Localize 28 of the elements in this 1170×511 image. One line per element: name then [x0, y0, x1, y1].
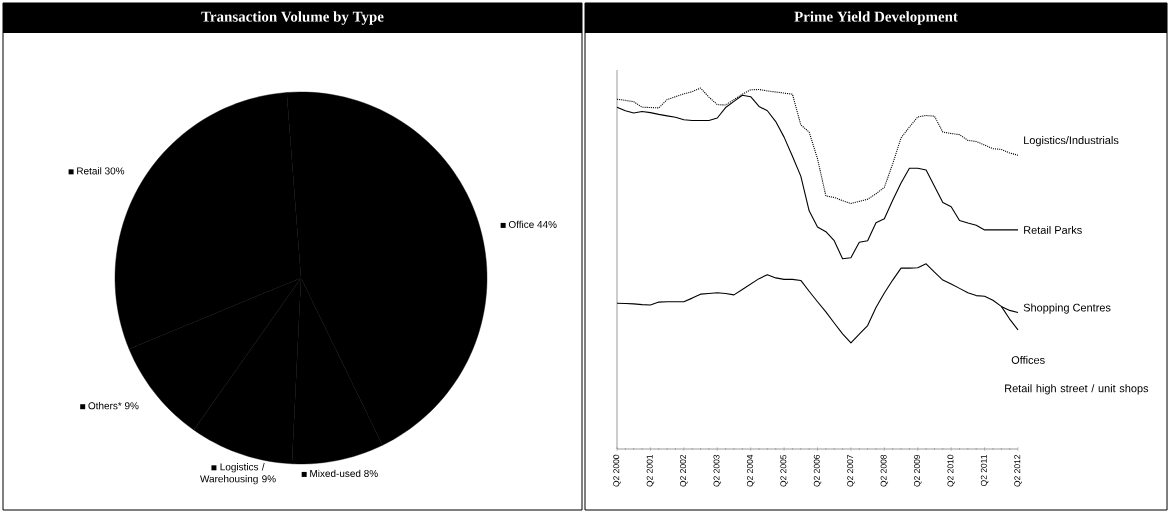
data-label: 44%	[537, 220, 557, 228]
x-tick-label: Q2 2002	[680, 454, 688, 487]
slice-label: Mixed-used	[310, 469, 361, 478]
x-tick-label: Q2 2007	[847, 454, 855, 487]
data-label: 30%	[104, 167, 125, 175]
x-tick-label: Q2 2008	[880, 454, 889, 487]
x-tick-label: Q2 2003	[713, 454, 722, 487]
annotation: Retail high street / unit shops	[1005, 384, 1149, 395]
series-label: Shopping Centres	[1023, 303, 1111, 314]
x-tick-label: Q2 2011	[980, 454, 989, 486]
x-tick-label: Q2 2004	[746, 454, 755, 487]
data-label: 9%	[124, 402, 139, 410]
x-tick-label: Q2 2001	[646, 454, 655, 487]
x-tick-label: Q2 2012	[1014, 454, 1022, 487]
slice-label: Office	[508, 220, 534, 229]
legend-label: Others*	[88, 401, 122, 410]
x-tick-label: Q2 2005	[780, 454, 788, 487]
series-label: Logistics/Industrials	[1024, 136, 1119, 147]
x-tick-label: Q2 2009	[914, 454, 922, 487]
legend-label: Retail	[77, 167, 102, 175]
x-tick-label: Q2 2000	[613, 454, 621, 487]
x-tick-label: Q2 2006	[813, 454, 822, 487]
data-label: 8%	[364, 469, 378, 478]
x-tick-label: Q2 2010	[947, 454, 955, 487]
chart-title: Transaction Volume by Type	[201, 11, 384, 25]
chart-title: Prime Yield Development	[794, 11, 958, 25]
series-label: Retail Parks	[1024, 225, 1082, 234]
text: Offices	[1011, 355, 1045, 364]
